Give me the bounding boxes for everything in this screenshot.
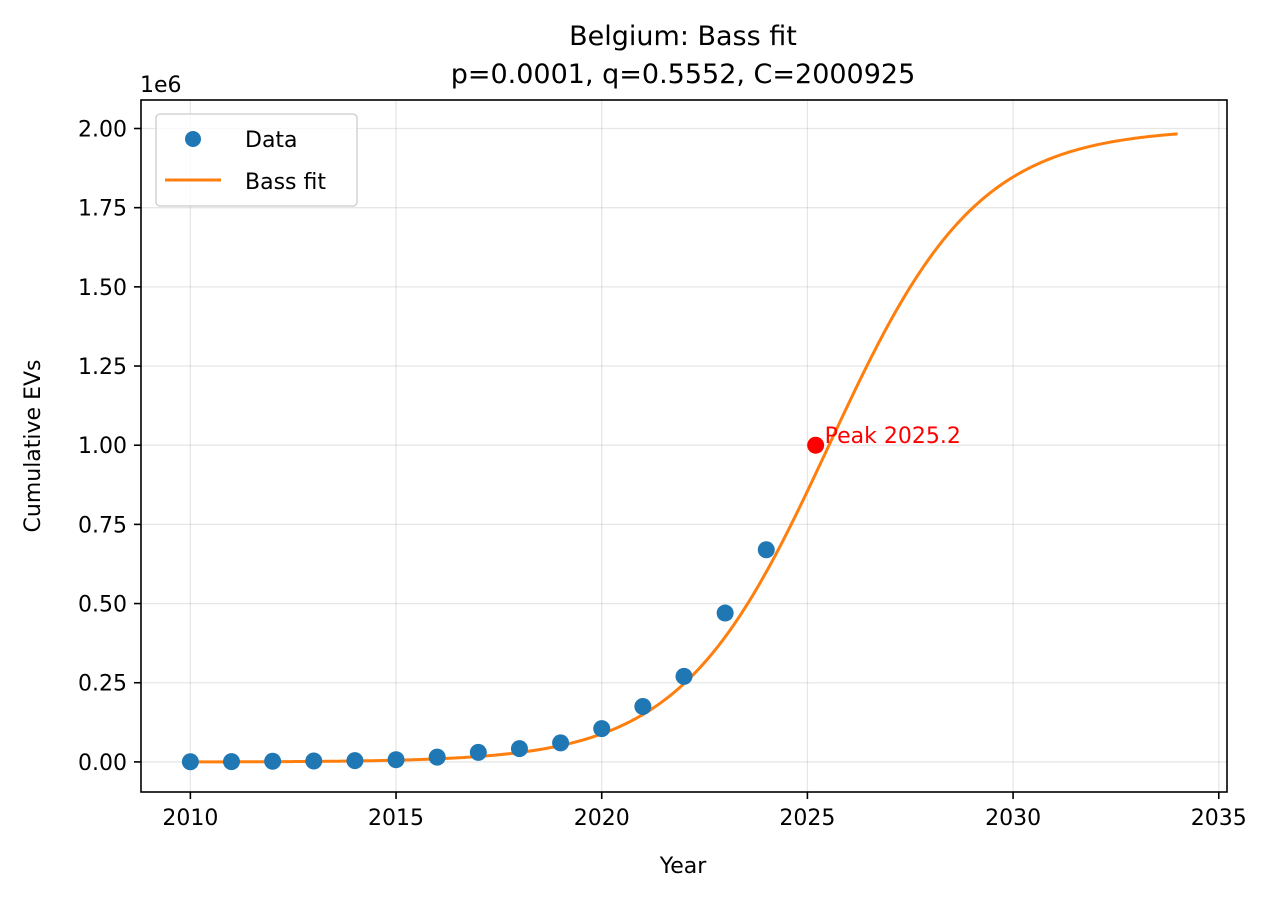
- data-point: [346, 752, 364, 770]
- x-axis-label: Year: [659, 854, 708, 879]
- data-point: [675, 667, 693, 685]
- data-point: [634, 697, 652, 715]
- data-point: [510, 740, 528, 758]
- x-tick-label: 2020: [574, 806, 630, 831]
- data-point: [264, 752, 282, 770]
- data-point: [181, 753, 199, 771]
- x-tick-label: 2015: [368, 806, 424, 831]
- data-point: [469, 743, 487, 761]
- chart-subtitle: p=0.0001, q=0.5552, C=2000925: [451, 59, 916, 90]
- x-axis-ticks: 2010 2015 2020 2025 2030 2035: [162, 792, 1247, 831]
- y-axis-label: Cumulative EVs: [21, 360, 46, 533]
- y-tick-label: 1.00: [78, 434, 127, 459]
- y-tick-label: 0.50: [78, 593, 127, 618]
- y-offset-label: 1e6: [140, 73, 182, 98]
- x-tick-label: 2010: [162, 806, 218, 831]
- y-tick-label: 0.75: [78, 513, 127, 538]
- data-point: [716, 604, 734, 622]
- legend-data-marker: [185, 131, 201, 147]
- data-point: [428, 748, 446, 766]
- y-tick-label: 1.50: [78, 276, 127, 301]
- chart-title: Belgium: Bass fit: [569, 21, 797, 52]
- annotations: Peak 2025.2: [807, 424, 961, 454]
- y-axis-ticks: 0.00 0.25 0.50 0.75 1.00 1.25 1.50 1.75 2.00: [78, 118, 141, 776]
- legend-data-label: Data: [245, 128, 298, 153]
- legend-box: [155, 113, 358, 207]
- y-tick-label: 2.00: [78, 118, 127, 143]
- legend-fit-label: Bass fit: [245, 170, 326, 195]
- x-tick-label: 2025: [779, 806, 835, 831]
- peak-marker: [807, 436, 825, 454]
- x-tick-label: 2035: [1191, 806, 1247, 831]
- data-point: [305, 752, 323, 770]
- data-point: [552, 734, 570, 752]
- data-points: [181, 541, 775, 771]
- data-point: [593, 720, 611, 738]
- y-tick-label: 1.25: [78, 355, 127, 380]
- y-tick-label: 0.00: [78, 751, 127, 776]
- peak-label: Peak 2025.2: [825, 424, 961, 449]
- y-tick-label: 1.75: [78, 197, 127, 222]
- legend: Data Bass fit: [155, 113, 358, 207]
- grid: [141, 100, 1227, 792]
- data-point: [223, 753, 240, 771]
- data-point: [757, 541, 775, 559]
- x-tick-label: 2030: [985, 806, 1041, 831]
- y-tick-label: 0.25: [78, 672, 127, 697]
- data-point: [387, 751, 405, 769]
